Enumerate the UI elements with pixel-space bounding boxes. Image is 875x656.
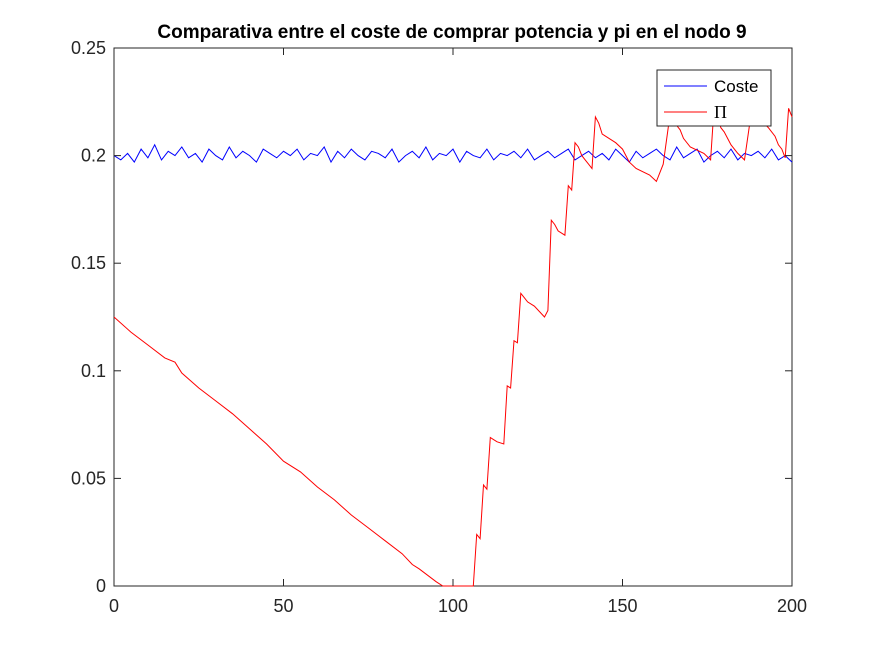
x-tick-label: 50	[273, 596, 293, 616]
chart-title: Comparativa entre el coste de comprar po…	[157, 22, 746, 43]
y-axis-ticks: 0 0.05 0.1 0.15 0.2 0.25	[71, 38, 792, 596]
y-tick-label: 0.25	[71, 38, 106, 58]
series-line-0	[113, 143, 793, 164]
y-tick-label: 0.2	[81, 146, 106, 166]
y-tick-label: 0.05	[71, 468, 106, 488]
y-tick-label: 0	[96, 576, 106, 596]
axes-box	[113, 47, 793, 587]
x-tick-label: 200	[777, 596, 807, 616]
x-tick-label: 100	[438, 596, 468, 616]
legend-box	[656, 69, 772, 127]
legend-label-coste: Coste	[714, 77, 758, 96]
x-tick-label: 0	[109, 596, 119, 616]
y-tick-label: 0.15	[71, 253, 106, 273]
plot-area: 0 50 100 150 200 0 0.05 0.1 0.15 0.2 0.25	[71, 38, 807, 616]
y-tick-label: 0.1	[81, 361, 106, 381]
x-tick-label: 150	[607, 596, 637, 616]
legend: Coste Π	[656, 69, 772, 127]
x-axis-ticks: 0 50 100 150 200	[109, 48, 807, 616]
legend-label-pi: Π	[714, 102, 727, 122]
